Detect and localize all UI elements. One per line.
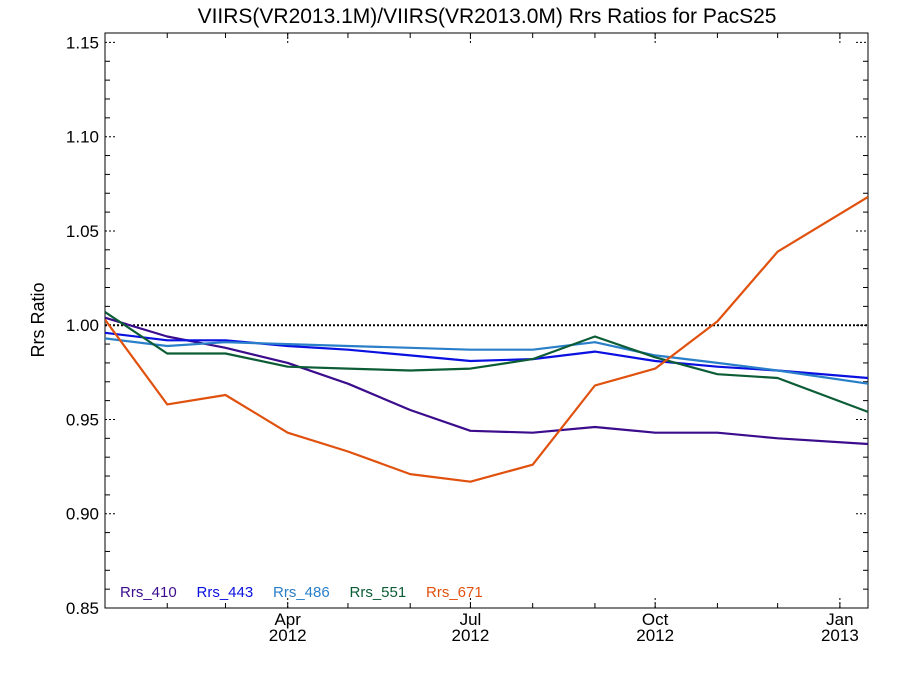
legend-entry-rrs-410: Rrs_410 xyxy=(120,584,177,601)
x-tick-year: 2012 xyxy=(269,626,307,645)
series-line-rrs-443 xyxy=(105,331,868,380)
x-tick-year: 2013 xyxy=(821,626,859,645)
x-tick-month: Jan xyxy=(826,610,853,629)
plot-area: 0.850.900.951.001.051.101.15Apr2012Jul20… xyxy=(66,32,869,645)
y-tick-label: 0.95 xyxy=(66,410,99,429)
x-tick-month: Oct xyxy=(642,610,669,629)
legend-entry-rrs-443: Rrs_443 xyxy=(197,584,254,601)
x-tick-year: 2012 xyxy=(452,626,490,645)
chart-title: VIIRS(VR2013.1M)/VIIRS(VR2013.0M) Rrs Ra… xyxy=(198,5,777,28)
y-tick-label: 0.85 xyxy=(66,599,99,618)
legend-entry-rrs-551: Rrs_551 xyxy=(350,584,407,601)
legend-entry-rrs-486: Rrs_486 xyxy=(273,584,330,601)
x-tick-year: 2012 xyxy=(636,626,674,645)
series-line-rrs-410 xyxy=(105,316,868,446)
y-axis-label: Rrs Ratio xyxy=(28,282,48,357)
series-line-rrs-486 xyxy=(105,337,868,385)
y-tick-label: 1.00 xyxy=(66,316,99,335)
series-line-rrs-551 xyxy=(105,311,868,413)
plot-frame xyxy=(104,32,869,609)
legend-entry-rrs-671: Rrs_671 xyxy=(426,584,483,601)
y-tick-label: 1.10 xyxy=(66,128,99,147)
y-tick-label: 1.05 xyxy=(66,222,99,241)
series-line-rrs-671 xyxy=(105,196,868,483)
x-tick-month: Apr xyxy=(274,610,301,629)
x-tick-month: Jul xyxy=(460,610,482,629)
y-tick-label: 1.15 xyxy=(66,33,99,52)
y-tick-label: 0.90 xyxy=(66,505,99,524)
